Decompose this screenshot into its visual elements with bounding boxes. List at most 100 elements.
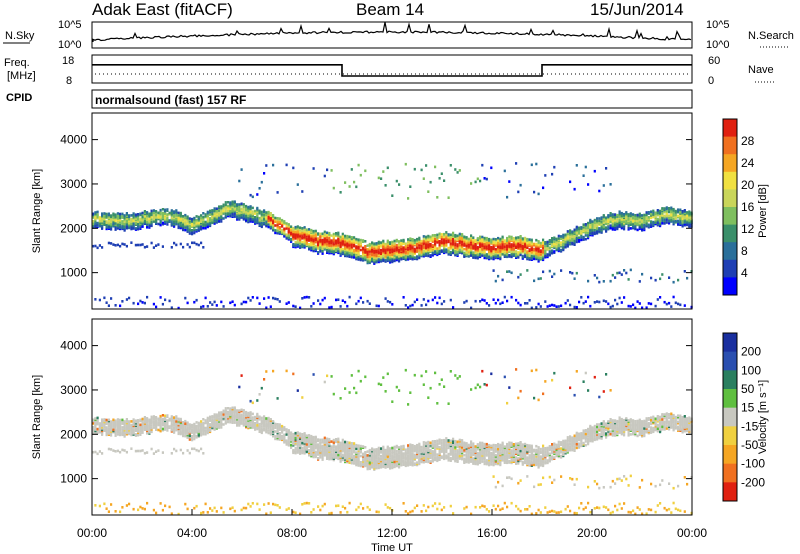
power-cell	[283, 227, 286, 231]
velocity-cell	[179, 448, 182, 452]
velocity-cell	[116, 418, 119, 421]
power-cell	[112, 222, 115, 226]
power-cell	[260, 180, 263, 184]
velocity-cell	[321, 453, 324, 456]
velocity-cell	[263, 378, 266, 381]
noise-left-tick-bottom: 10^0	[58, 39, 82, 51]
power-cell	[539, 305, 542, 308]
power-cell	[638, 212, 641, 216]
power-cell	[285, 227, 288, 230]
power-cell	[377, 176, 380, 180]
power-cell	[260, 210, 263, 214]
power-cell	[515, 162, 518, 165]
velocity-cell	[193, 422, 196, 426]
velocity-cell	[256, 399, 259, 402]
power-cell	[224, 203, 227, 207]
velocity-cell	[231, 418, 234, 422]
power-cell	[220, 300, 223, 304]
velocity-cell	[301, 396, 304, 399]
velocity-cell	[258, 415, 261, 419]
power-cell	[330, 246, 333, 250]
power-cell	[510, 243, 513, 246]
power-cell	[510, 235, 513, 239]
velocity-cell	[330, 452, 333, 456]
power-cell	[515, 236, 518, 240]
power-cell	[101, 212, 104, 215]
power-cell	[589, 218, 592, 222]
power-cell	[202, 305, 205, 308]
power-cell	[553, 250, 556, 253]
power-cell	[566, 299, 569, 302]
velocity-cell	[177, 417, 180, 421]
velocity-cell	[305, 443, 308, 446]
velocity-cell	[164, 504, 167, 508]
power-cell	[553, 165, 556, 169]
velocity-cell	[191, 423, 194, 427]
power-cell	[256, 296, 259, 300]
power-cell	[267, 223, 270, 226]
velocity-cell	[101, 452, 104, 455]
power-cell	[355, 185, 358, 189]
power-cell	[96, 210, 99, 214]
power-cell	[359, 238, 362, 242]
power-cell	[238, 208, 241, 211]
velocity-cell	[350, 442, 353, 445]
velocity-cell	[184, 427, 187, 430]
power-cell	[166, 216, 169, 220]
power-cell	[350, 168, 353, 171]
power-cell	[438, 296, 441, 300]
power-cell	[398, 259, 401, 263]
power-cell	[533, 251, 536, 254]
power-cell	[483, 177, 486, 180]
velocity-cell	[119, 418, 122, 422]
power-cell	[128, 226, 131, 230]
power-cell	[517, 301, 520, 305]
velocity-cell	[188, 434, 191, 438]
velocity-cell	[319, 444, 322, 448]
power-cell	[155, 210, 158, 213]
power-cell	[384, 255, 387, 258]
power-cell	[197, 243, 200, 247]
power-cell	[677, 219, 680, 223]
power-cell	[485, 302, 488, 305]
velocity-cell	[200, 422, 203, 426]
velocity-cell	[301, 449, 304, 452]
power-cell	[139, 212, 142, 216]
velocity-cell	[339, 397, 342, 400]
power-cell	[294, 305, 297, 308]
velocity-cell	[337, 453, 340, 457]
power-cell	[524, 254, 527, 257]
power-cell	[337, 231, 340, 235]
power-cell	[492, 252, 495, 256]
power-cell	[330, 234, 333, 237]
power-cell	[515, 245, 518, 248]
power-cell	[438, 177, 441, 180]
power-cell	[350, 243, 353, 247]
power-cell	[521, 254, 524, 258]
velocity-cell	[116, 430, 119, 434]
power-cell	[359, 255, 362, 258]
power-cell	[292, 226, 295, 230]
velocity-cell	[137, 508, 140, 512]
power-cell	[339, 305, 342, 308]
power-cell	[445, 248, 448, 251]
power-cell	[224, 209, 227, 213]
power-cell	[643, 227, 646, 230]
velocity-cell	[251, 420, 254, 423]
velocity-cell	[281, 428, 284, 432]
power-cell	[200, 241, 203, 245]
power-cell	[105, 212, 108, 216]
velocity-cell	[186, 449, 189, 452]
power-cell	[177, 216, 180, 220]
velocity-cell	[242, 409, 245, 412]
power-cell	[229, 201, 232, 204]
velocity-cell	[310, 448, 313, 452]
velocity-cell	[161, 427, 164, 431]
velocity-cell	[188, 438, 191, 441]
power-cell	[380, 256, 383, 259]
velocity-cell	[173, 447, 176, 451]
power-cell	[537, 192, 540, 196]
power-cell	[251, 206, 254, 210]
power-cell	[494, 301, 497, 305]
power-cell	[533, 257, 536, 261]
